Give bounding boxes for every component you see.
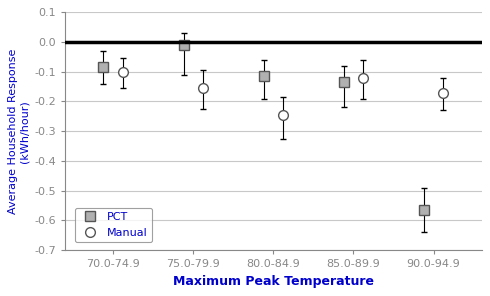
X-axis label: Maximum Peak Temperature: Maximum Peak Temperature <box>173 275 374 288</box>
Legend: PCT, Manual: PCT, Manual <box>74 208 152 242</box>
Y-axis label: Average Household Response
(kWh/hour): Average Household Response (kWh/hour) <box>8 49 30 214</box>
